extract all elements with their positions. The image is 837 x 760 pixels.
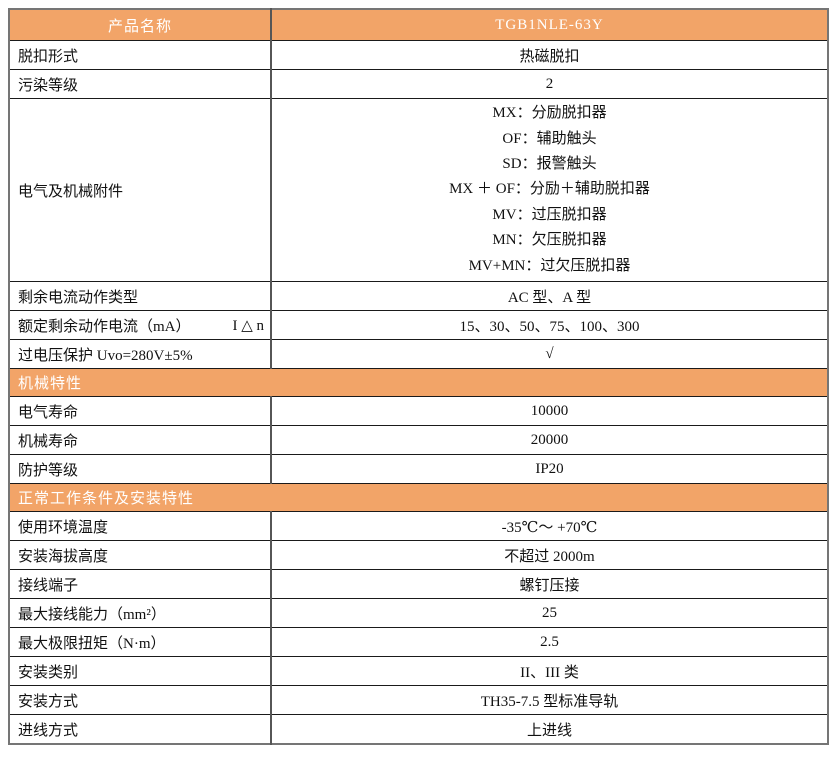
spec-table: 产品名称 TGB1NLE-63Y 脱扣形式 热磁脱扣 污染等级 2 电气及机械附… (8, 8, 829, 745)
row-value: 上进线 (270, 714, 829, 745)
row-value: 2 (270, 69, 829, 99)
row-residual-current-type: 剩余电流动作类型 AC 型、A 型 (8, 281, 829, 311)
accessory-line: MN：欠压脱扣器 (492, 232, 607, 249)
row-value: TH35-7.5 型标准导轨 (270, 685, 829, 715)
row-accessories: 电气及机械附件 MX：分励脱扣器 OF：辅助触头 SD：报警触头 MX ＋ OF… (8, 98, 829, 282)
table-header-row: 产品名称 TGB1NLE-63Y (8, 8, 829, 41)
row-max-wiring-capacity: 最大接线能力（mm²） 25 (8, 598, 829, 628)
label-with-symbol: 额定剩余动作电流（mA） I △ n (18, 315, 266, 336)
row-label: 电气及机械附件 (8, 98, 272, 282)
row-value: II、III 类 (270, 656, 829, 686)
row-label: 脱扣形式 (8, 40, 272, 70)
row-rated-residual-current: 额定剩余动作电流（mA） I △ n 15、30、50、75、100、300 (8, 310, 829, 340)
row-label: 剩余电流动作类型 (8, 281, 272, 311)
row-incoming-line: 进线方式 上进线 (8, 714, 829, 745)
row-value: 螺钉压接 (270, 569, 829, 599)
row-label: 防护等级 (8, 454, 272, 484)
section-mechanical: 机械特性 (8, 368, 829, 397)
row-pollution-level: 污染等级 2 (8, 69, 829, 99)
row-label: 进线方式 (8, 714, 272, 745)
row-protection-grade: 防护等级 IP20 (8, 454, 829, 484)
row-label: 电气寿命 (8, 396, 272, 426)
row-label-text: 额定剩余动作电流（mA） (18, 318, 191, 335)
row-label: 接线端子 (8, 569, 272, 599)
row-max-torque: 最大极限扭矩（N·m） 2.5 (8, 627, 829, 657)
row-value: AC 型、A 型 (270, 281, 829, 311)
row-label: 机械寿命 (8, 425, 272, 455)
row-terminal: 接线端子 螺钉压接 (8, 569, 829, 599)
row-value: 2.5 (270, 627, 829, 657)
row-label: 安装海拔高度 (8, 540, 272, 570)
accessory-line: OF：辅助触头 (502, 130, 597, 147)
row-label: 最大极限扭矩（N·m） (8, 627, 272, 657)
row-value: -35℃～ +70℃ (270, 511, 829, 541)
check-mark: √ (270, 339, 829, 369)
row-label: 最大接线能力（mm²） (8, 598, 272, 628)
row-value: 热磁脱扣 (270, 40, 829, 70)
row-value: MX：分励脱扣器 OF：辅助触头 SD：报警触头 MX ＋ OF：分励＋辅助脱扣… (270, 98, 829, 282)
row-label: 污染等级 (8, 69, 272, 99)
row-label: 安装方式 (8, 685, 272, 715)
row-value: IP20 (270, 454, 829, 484)
accessory-line: MV：过压脱扣器 (492, 206, 607, 223)
row-label: 额定剩余动作电流（mA） I △ n (8, 310, 272, 340)
row-overvoltage-protection: 过电压保护 Uvo=280V±5% √ (8, 339, 829, 369)
accessory-line: MX ＋ OF：分励＋辅助脱扣器 (449, 181, 650, 198)
row-electrical-life: 电气寿命 10000 (8, 396, 829, 426)
accessory-list: MX：分励脱扣器 OF：辅助触头 SD：报警触头 MX ＋ OF：分励＋辅助脱扣… (272, 101, 827, 279)
row-mechanical-life: 机械寿命 20000 (8, 425, 829, 455)
section-title: 机械特性 (8, 368, 829, 397)
section-working-conditions: 正常工作条件及安装特性 (8, 483, 829, 512)
section-title: 正常工作条件及安装特性 (8, 483, 829, 512)
row-label: 过电压保护 Uvo=280V±5% (8, 339, 272, 369)
accessory-line: MX：分励脱扣器 (492, 105, 607, 122)
row-value: 10000 (270, 396, 829, 426)
accessory-line: MV+MN：过欠压脱扣器 (468, 257, 631, 274)
row-value: 15、30、50、75、100、300 (270, 310, 829, 340)
row-install-category: 安装类别 II、III 类 (8, 656, 829, 686)
row-ambient-temperature: 使用环境温度 -35℃～ +70℃ (8, 511, 829, 541)
row-trip-type: 脱扣形式 热磁脱扣 (8, 40, 829, 70)
product-name-header: 产品名称 (8, 8, 272, 41)
row-value: 25 (270, 598, 829, 628)
accessory-line: SD：报警触头 (502, 156, 597, 173)
idn-symbol: I △ n (232, 317, 264, 334)
row-install-method: 安装方式 TH35-7.5 型标准导轨 (8, 685, 829, 715)
row-label: 安装类别 (8, 656, 272, 686)
row-label: 使用环境温度 (8, 511, 272, 541)
row-altitude: 安装海拔高度 不超过 2000m (8, 540, 829, 570)
row-value: 不超过 2000m (270, 540, 829, 570)
product-model-header: TGB1NLE-63Y (270, 8, 829, 41)
row-value: 20000 (270, 425, 829, 455)
